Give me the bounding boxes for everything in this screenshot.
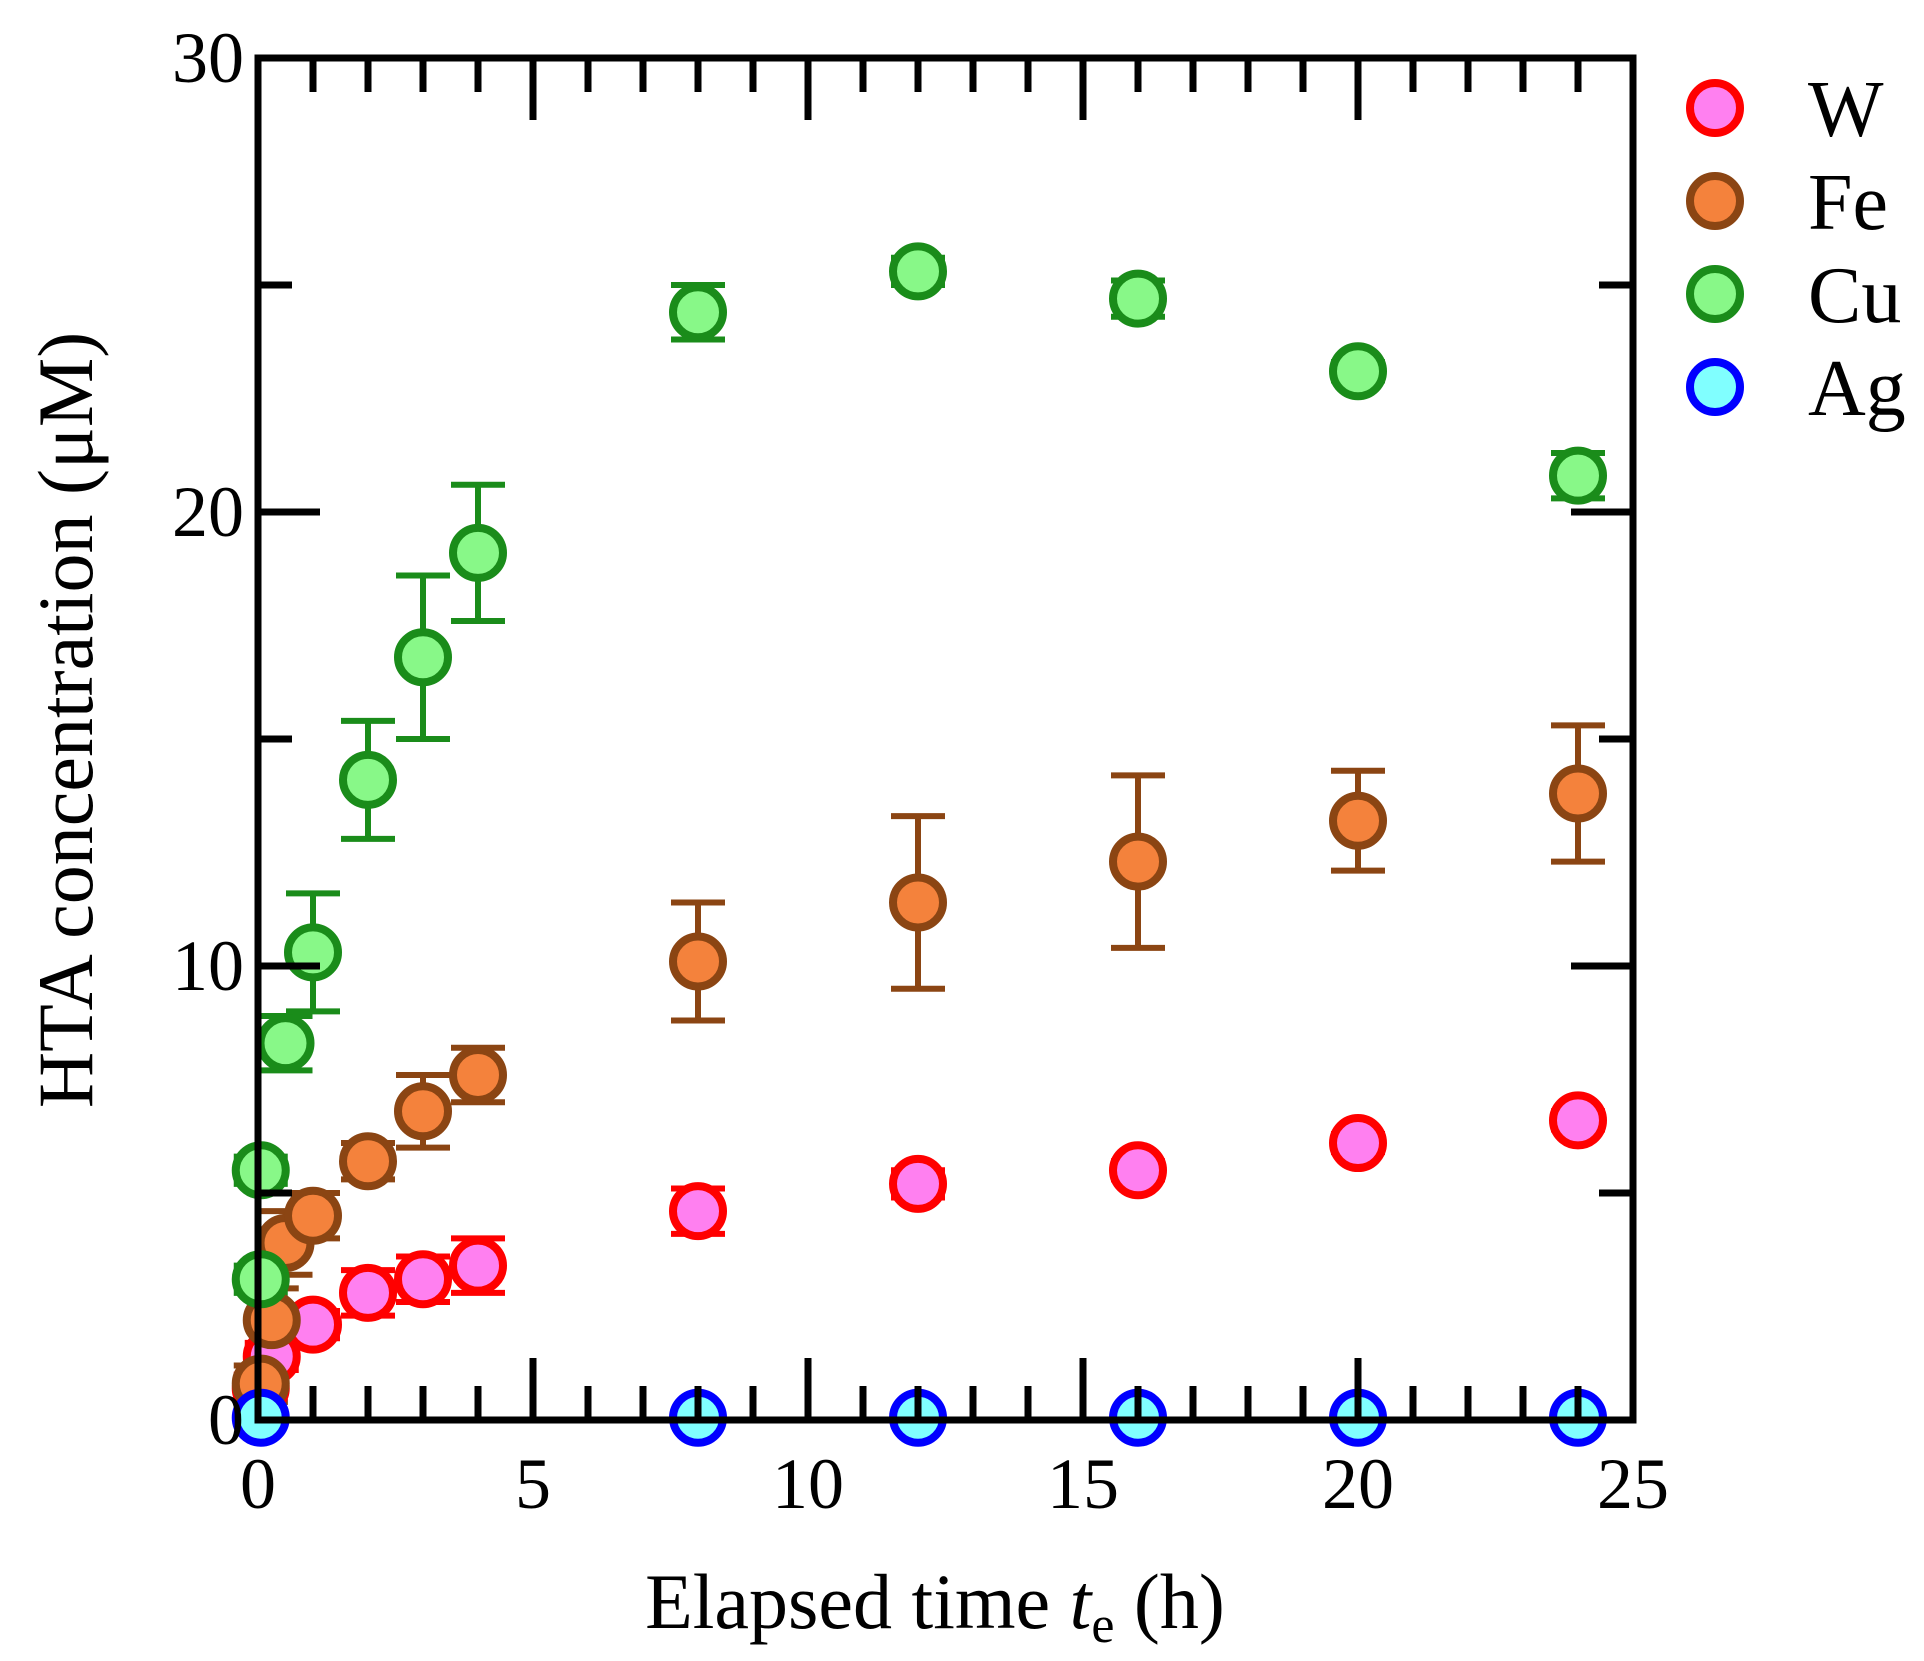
data-point-fe <box>1549 764 1607 823</box>
data-point-fe <box>1109 832 1167 891</box>
data-point-cu <box>284 923 342 982</box>
legend-marker-cu <box>1686 265 1744 323</box>
data-point-fe <box>339 1132 397 1191</box>
data-point-w <box>669 1182 727 1241</box>
data-point-w <box>1329 1114 1387 1173</box>
x-tick-label: 20 <box>1322 1444 1394 1524</box>
data-point-cu <box>339 750 397 809</box>
data-point-fe <box>889 873 947 932</box>
axes: 0 5 10 15 20 25 0 10 20 30 <box>172 18 1669 1524</box>
data-point-w <box>449 1236 507 1295</box>
y-tick-label: 0 <box>208 1380 244 1460</box>
data-point-w <box>1549 1091 1607 1150</box>
data-point-fe <box>449 1045 507 1104</box>
data-point-cu <box>1549 446 1607 505</box>
data-point-cu <box>889 242 947 301</box>
data-point-cu <box>394 628 452 687</box>
x-tick-label: 0 <box>240 1444 276 1524</box>
data-point-w <box>339 1263 397 1322</box>
data-point-fe <box>284 1186 342 1245</box>
data-point-w <box>1109 1141 1167 1200</box>
data-point-cu <box>1109 269 1167 328</box>
x-tick-label: 10 <box>772 1444 844 1524</box>
data-point-cu <box>1329 342 1387 401</box>
data-point-cu <box>449 523 507 582</box>
data-point-fe <box>669 932 727 991</box>
data-point-w <box>889 1154 947 1213</box>
x-tick-label: 15 <box>1047 1444 1119 1524</box>
legend-label-fe: Fe <box>1808 159 1888 247</box>
x-tick-label: 25 <box>1597 1444 1669 1524</box>
error-bars <box>233 254 1605 1405</box>
data-point-cu <box>256 1014 315 1073</box>
y-tick-label: 30 <box>172 18 244 98</box>
y-axis-title: HTA concentration (μM) <box>22 332 109 1108</box>
data-point-cu <box>669 283 727 342</box>
legend-marker-fe <box>1686 172 1744 230</box>
data-point-fe <box>1329 791 1387 850</box>
legend-label-ag: Ag <box>1808 345 1906 433</box>
legend-marker-ag <box>1686 358 1744 416</box>
y-tick-label: 20 <box>172 472 244 552</box>
legend-label-w: W <box>1808 66 1884 154</box>
data-point-w <box>394 1250 452 1309</box>
legend-label-cu: Cu <box>1808 252 1901 340</box>
x-tick-label: 5 <box>515 1444 551 1524</box>
x-axis-title: Elapsed time te (h) <box>645 1558 1225 1659</box>
legend-marker-w <box>1686 79 1744 137</box>
data-point-fe <box>394 1082 452 1141</box>
y-tick-label: 10 <box>172 926 244 1006</box>
